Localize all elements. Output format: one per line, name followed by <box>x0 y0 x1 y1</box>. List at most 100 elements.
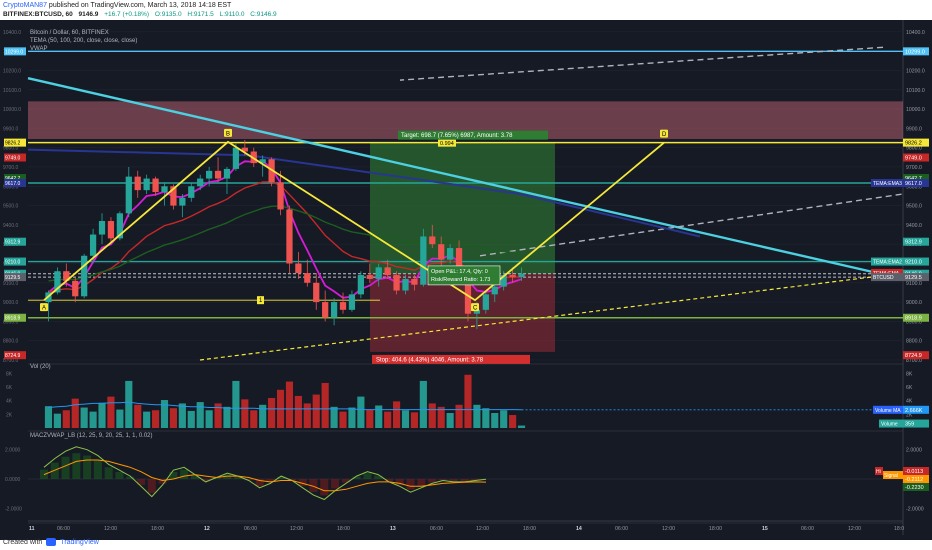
volume-bar <box>205 410 213 428</box>
chart-canvas[interactable]: Bitcoin / Dollar, 60, BITFINEX TEMA (50,… <box>0 20 932 540</box>
macd-histogram-bar <box>169 471 178 479</box>
left-price-tag-bg <box>4 313 26 322</box>
ohlc-close: C:9146.9 <box>250 11 277 18</box>
volume-bar <box>125 380 133 428</box>
time-tick-label: 12:00 <box>104 526 117 532</box>
time-tick-label: 12:00 <box>848 526 861 532</box>
candle-body <box>125 176 132 214</box>
price-tag-bg <box>903 257 929 266</box>
macd-signal-badge: Signal <box>884 473 898 479</box>
candle-body <box>197 178 204 187</box>
candle-body <box>384 267 391 276</box>
volume-bar <box>53 413 61 428</box>
published-text: published on TradingView.com, March 13, … <box>48 2 232 9</box>
macd-histogram-bar <box>449 479 458 482</box>
volume-bar <box>232 380 240 428</box>
volume-bar <box>143 411 151 428</box>
volume-bar <box>339 411 347 428</box>
volume-bar <box>509 415 517 428</box>
macd-histogram-bar <box>287 479 296 481</box>
left-price-tick-label: 8700.0 <box>3 358 19 364</box>
volume-bar <box>437 406 445 428</box>
volume-bar <box>98 402 106 428</box>
candle-body <box>313 282 320 303</box>
ticker-symbol: BITFINEX:BTCUSD, 60 <box>3 11 73 18</box>
macd-histogram-bar <box>180 469 189 479</box>
left-price-tick-label: 10000.0 <box>3 107 21 113</box>
macd-histogram-bar <box>72 453 81 479</box>
tradingview-logo-icon <box>46 538 57 546</box>
channel-top-dashed <box>399 46 884 81</box>
volume-bar <box>250 410 258 428</box>
candle-body <box>143 178 150 191</box>
price-tick-label: 9100.0 <box>906 281 922 287</box>
time-tick-label: 18:00 <box>709 526 722 532</box>
volume-bar <box>187 410 195 428</box>
price-tick-label: 9000.0 <box>906 300 922 306</box>
volume-bar <box>491 412 499 428</box>
pattern-point-marker <box>224 128 232 137</box>
tradingview-brand[interactable]: TradingView <box>60 538 99 546</box>
macd-tag-bg <box>903 467 929 475</box>
support-dashed-line <box>199 272 904 361</box>
macd-histogram-bar <box>201 479 210 482</box>
price-tag-label: 10299.0 <box>905 49 925 55</box>
candle-body <box>357 275 364 295</box>
volume-bar <box>401 410 410 428</box>
left-price-tag-label: 8724.9 <box>5 353 21 359</box>
volume-bar <box>330 406 338 428</box>
pattern-point-marker <box>471 303 479 312</box>
time-tick-label: 06:00 <box>430 526 443 532</box>
time-tick-label: 18:00 <box>337 526 350 532</box>
price-tick-label: 9400.0 <box>906 223 922 229</box>
price-tag-label: 9617.0 <box>905 181 922 187</box>
price-tick-label: 8900.0 <box>906 319 922 325</box>
volume-bar <box>366 409 374 428</box>
candle-body <box>393 275 400 291</box>
macd-histogram-bar <box>93 460 102 479</box>
stop-label-bg <box>372 354 530 364</box>
candle-body <box>98 221 106 235</box>
volume-bar <box>223 406 231 428</box>
macd-tick-label: 2.0000 <box>906 448 922 454</box>
candle-body <box>259 159 266 164</box>
left-price-tick-label: 10200.0 <box>3 68 21 74</box>
volume-bar <box>196 402 204 428</box>
left-volume-tick-label: 8K <box>6 371 13 377</box>
price-tick-label: 8800.0 <box>906 339 922 345</box>
footer: Created with TradingView <box>3 538 99 546</box>
indicator-badge-bg <box>871 257 903 266</box>
volume-bar <box>107 396 115 428</box>
candle-body <box>438 244 445 260</box>
candle-body <box>464 275 472 314</box>
pattern-point-label: A <box>42 306 46 312</box>
macd-histogram-bar <box>147 479 156 494</box>
candle-body <box>232 147 240 169</box>
vwap-line <box>27 148 701 238</box>
macd-histogram-bar <box>428 479 437 483</box>
macd-histogram-bar <box>104 467 113 479</box>
candle-body <box>366 275 373 279</box>
author-link[interactable]: CryptoMAN87 <box>3 2 47 9</box>
volume-ma-badge: Volume MA <box>875 408 901 414</box>
volume-bar <box>384 411 392 428</box>
left-macd-tick-label: -2.0000 <box>5 506 22 512</box>
candle-body <box>429 236 436 245</box>
pattern-point-label: C <box>473 306 478 312</box>
volume-tick-label: 2K <box>906 412 913 418</box>
channel-upper-dashed <box>479 193 904 257</box>
time-tick-label: 14 <box>576 526 582 532</box>
macd-histogram-bar <box>341 479 350 483</box>
left-price-tick-label: 9900.0 <box>3 126 19 132</box>
candle-body <box>473 309 481 314</box>
volume-bar <box>116 409 124 428</box>
macd-histogram-bar <box>223 474 232 479</box>
volume-bar <box>214 403 222 428</box>
left-price-tag-label: 9826.2 <box>5 141 21 147</box>
candle-body <box>509 275 516 277</box>
volume-bar <box>152 410 160 428</box>
macd-histogram-bar <box>374 475 383 479</box>
macd-pane-title: MACZVWAP_LB (12, 25, 9, 20, 25, 1, 1, 0.… <box>30 433 153 439</box>
volume-bar <box>312 394 320 428</box>
time-tick-label: 18:00 <box>523 526 536 532</box>
